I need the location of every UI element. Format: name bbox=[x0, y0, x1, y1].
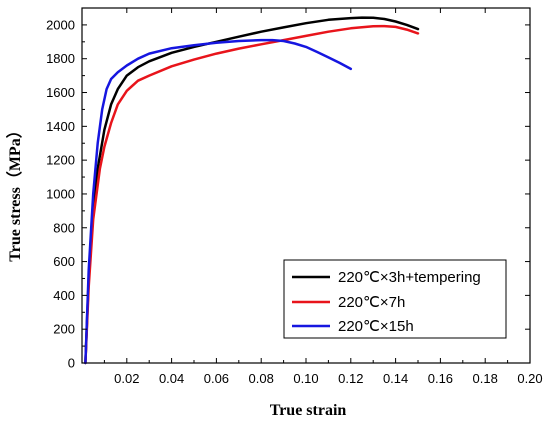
y-tick-label: 1800 bbox=[46, 51, 75, 66]
y-tick-label: 1400 bbox=[46, 119, 75, 134]
x-tick-label: 0.20 bbox=[517, 371, 542, 386]
y-tick-label: 1000 bbox=[46, 186, 75, 201]
x-tick-label: 0.02 bbox=[114, 371, 139, 386]
x-tick-label: 0.16 bbox=[428, 371, 453, 386]
x-tick-label: 0.18 bbox=[473, 371, 498, 386]
x-tick-label: 0.14 bbox=[383, 371, 408, 386]
y-tick-label: 600 bbox=[53, 254, 75, 269]
y-tick-label: 400 bbox=[53, 288, 75, 303]
x-tick-label: 0.04 bbox=[159, 371, 184, 386]
series-line-1 bbox=[84, 24, 420, 365]
x-tick-label: 0.10 bbox=[293, 371, 318, 386]
x-axis-title: True strain bbox=[270, 402, 347, 419]
y-tick-label: 1600 bbox=[46, 85, 75, 100]
legend-label-1: 220℃×7h bbox=[338, 294, 405, 311]
y-axis-title: True stress（MPa） bbox=[6, 122, 24, 261]
y-tick-label: 200 bbox=[53, 322, 75, 337]
y-tick-label: 800 bbox=[53, 220, 75, 235]
x-tick-label: 0.12 bbox=[338, 371, 363, 386]
tick-labels: 0.02 0.04 0.06 0.08 0.10 0.12 0.14 0.16 0.18 0.20… bbox=[46, 17, 543, 386]
y-tick-label: 0 bbox=[68, 356, 75, 371]
y-tick-label: 2000 bbox=[46, 17, 75, 32]
y-tick-label: 1200 bbox=[46, 153, 75, 168]
axis-ticks bbox=[82, 8, 531, 364]
legend-label-0: 220℃×3h+tempering bbox=[338, 269, 481, 286]
legend-label-2: 220℃×15h bbox=[338, 318, 414, 335]
legend: 220℃×3h+tempering 220℃×7h 220℃×15h bbox=[283, 259, 507, 339]
series-lines bbox=[84, 16, 420, 365]
series-line-2 bbox=[84, 38, 353, 365]
x-tick-label: 0.06 bbox=[204, 371, 229, 386]
x-tick-label: 0.08 bbox=[249, 371, 274, 386]
